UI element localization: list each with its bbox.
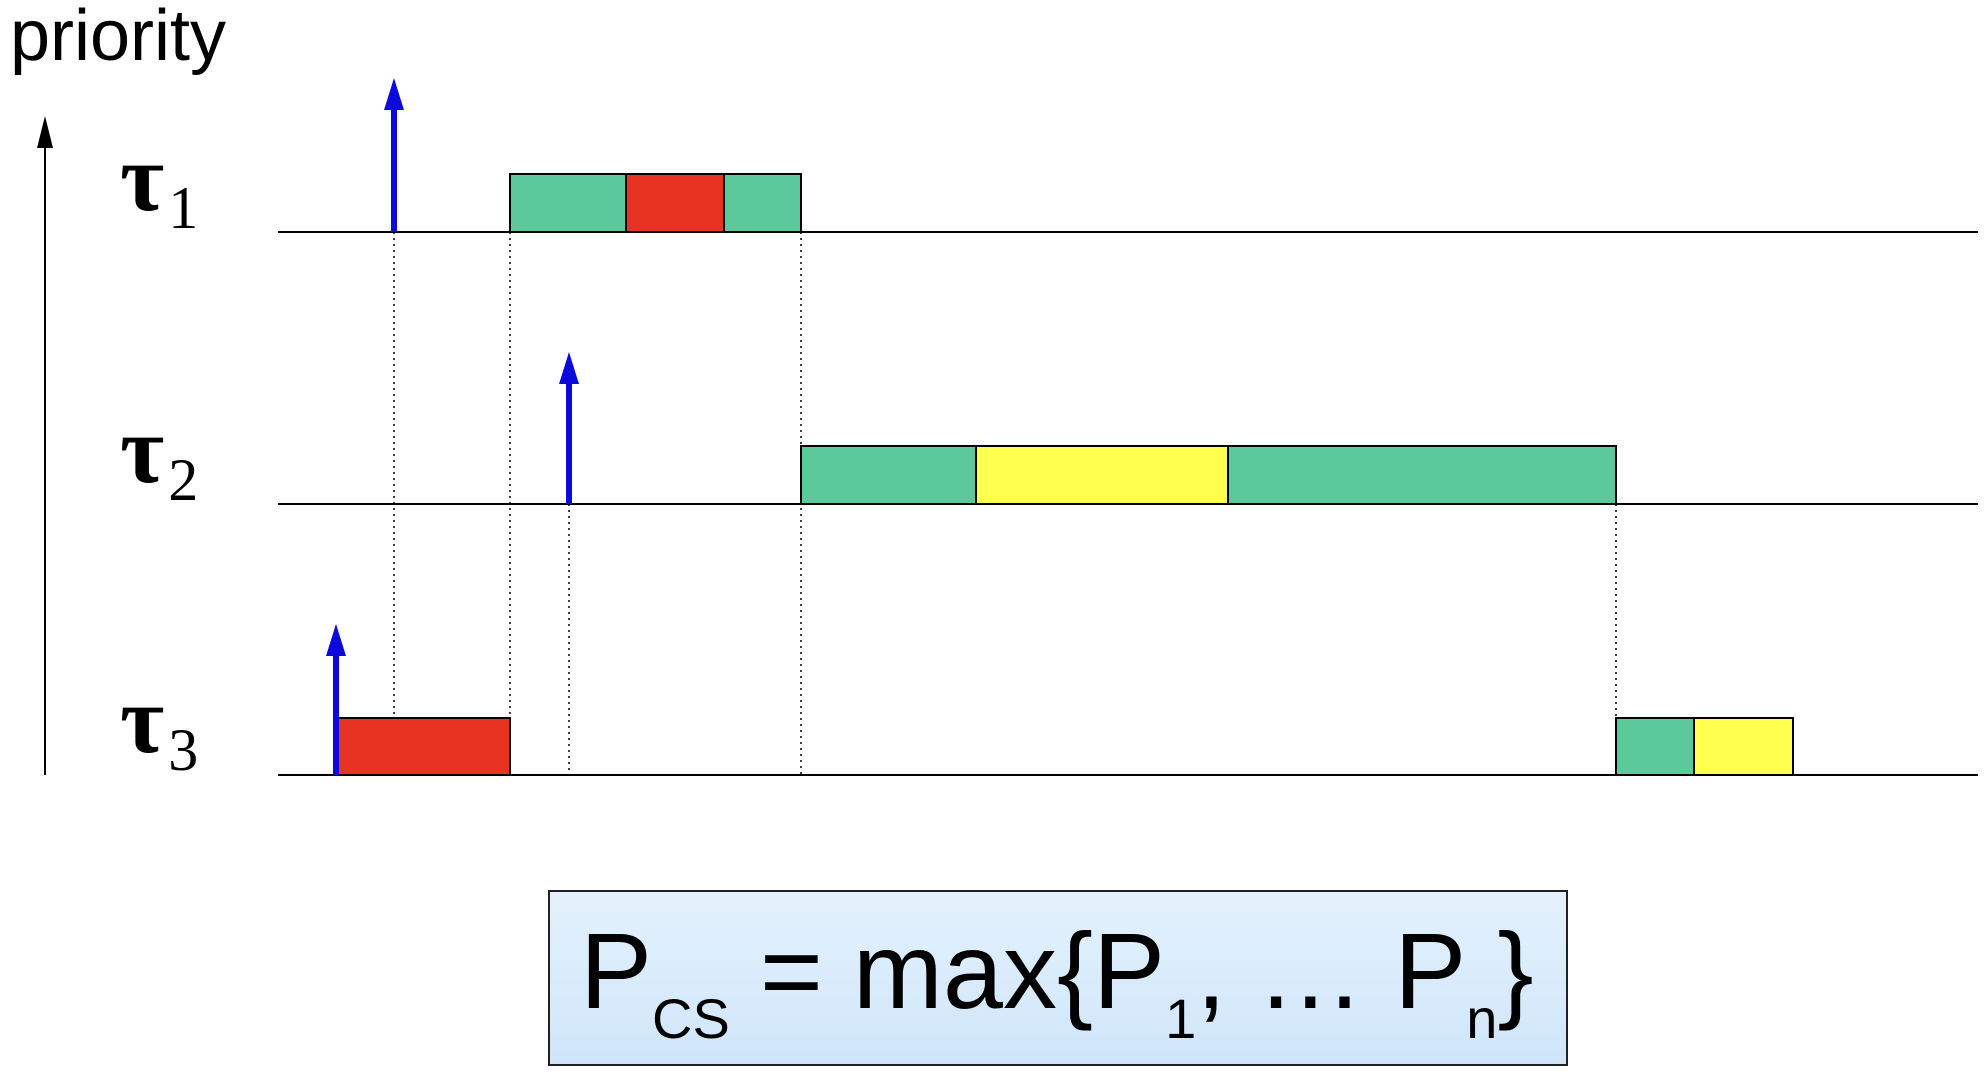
- priority-axis-arrowhead-icon: [37, 116, 53, 148]
- task1-symbol: τ: [120, 124, 165, 231]
- task1-normal-block: [509, 173, 627, 233]
- task1-normal-block: [723, 173, 802, 233]
- arrival-arrows: [326, 78, 579, 775]
- task1-label: τ1: [120, 130, 198, 239]
- task2-execution: [800, 445, 1617, 505]
- task3-symbol: τ: [120, 666, 165, 773]
- task2-critical-block: [975, 445, 1229, 505]
- task2-arrival-arrowhead-icon: [559, 352, 579, 384]
- formula-box: PCS = max{P1, … Pn}: [548, 890, 1568, 1066]
- task3-normal-block: [1615, 717, 1695, 776]
- axis-title: priority: [10, 0, 227, 76]
- formula-lhs-sub: CS: [652, 987, 730, 1050]
- task3-index: 3: [168, 717, 199, 783]
- task1-execution: [509, 173, 802, 233]
- formula-subn: n: [1466, 987, 1498, 1050]
- priority-ceiling-formula: PCS = max{P1, … Pn}: [580, 910, 1534, 1049]
- formula-sub1: 1: [1165, 987, 1197, 1050]
- task1-arrival-arrowhead-icon: [384, 78, 404, 110]
- task1-index: 1: [168, 175, 199, 241]
- task2-index: 2: [168, 447, 199, 513]
- task3-execution: [335, 717, 1794, 776]
- task3-critical-block: [1693, 717, 1794, 776]
- task2-normal-block: [800, 445, 977, 505]
- formula-op: = max{P: [729, 910, 1166, 1031]
- formula-mid: , … P: [1196, 910, 1467, 1031]
- task2-normal-block: [1227, 445, 1617, 505]
- task3-label: τ3: [120, 672, 198, 781]
- task2-label: τ2: [120, 402, 198, 511]
- formula-close: }: [1497, 910, 1534, 1031]
- task3-arrival-arrowhead-icon: [326, 624, 346, 656]
- task2-symbol: τ: [120, 396, 165, 503]
- task1-critical-block: [625, 173, 725, 233]
- formula-lhs: P: [580, 910, 653, 1031]
- task3-critical-block: [335, 717, 511, 776]
